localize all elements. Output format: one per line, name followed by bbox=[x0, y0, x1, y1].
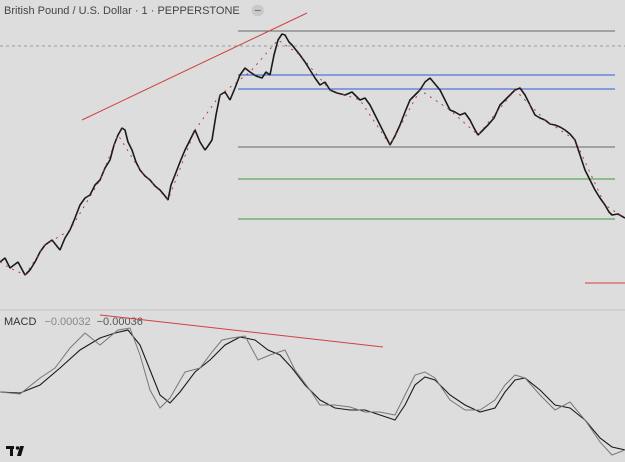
price-series-bear bbox=[0, 39, 625, 276]
indicator-value: −0.00032 bbox=[44, 316, 90, 328]
logo-part bbox=[17, 446, 24, 456]
trend-line[interactable] bbox=[81, 12, 308, 121]
logo[interactable] bbox=[6, 446, 24, 456]
trend-line[interactable] bbox=[99, 314, 384, 348]
symbol-title[interactable]: British Pound / U.S. Dollar · 1 · PEPPER… bbox=[4, 5, 240, 17]
signal-line bbox=[0, 327, 625, 456]
logo-part bbox=[15, 446, 20, 450]
logo-part bbox=[10, 446, 13, 456]
indicator-name[interactable]: MACD bbox=[4, 316, 36, 328]
